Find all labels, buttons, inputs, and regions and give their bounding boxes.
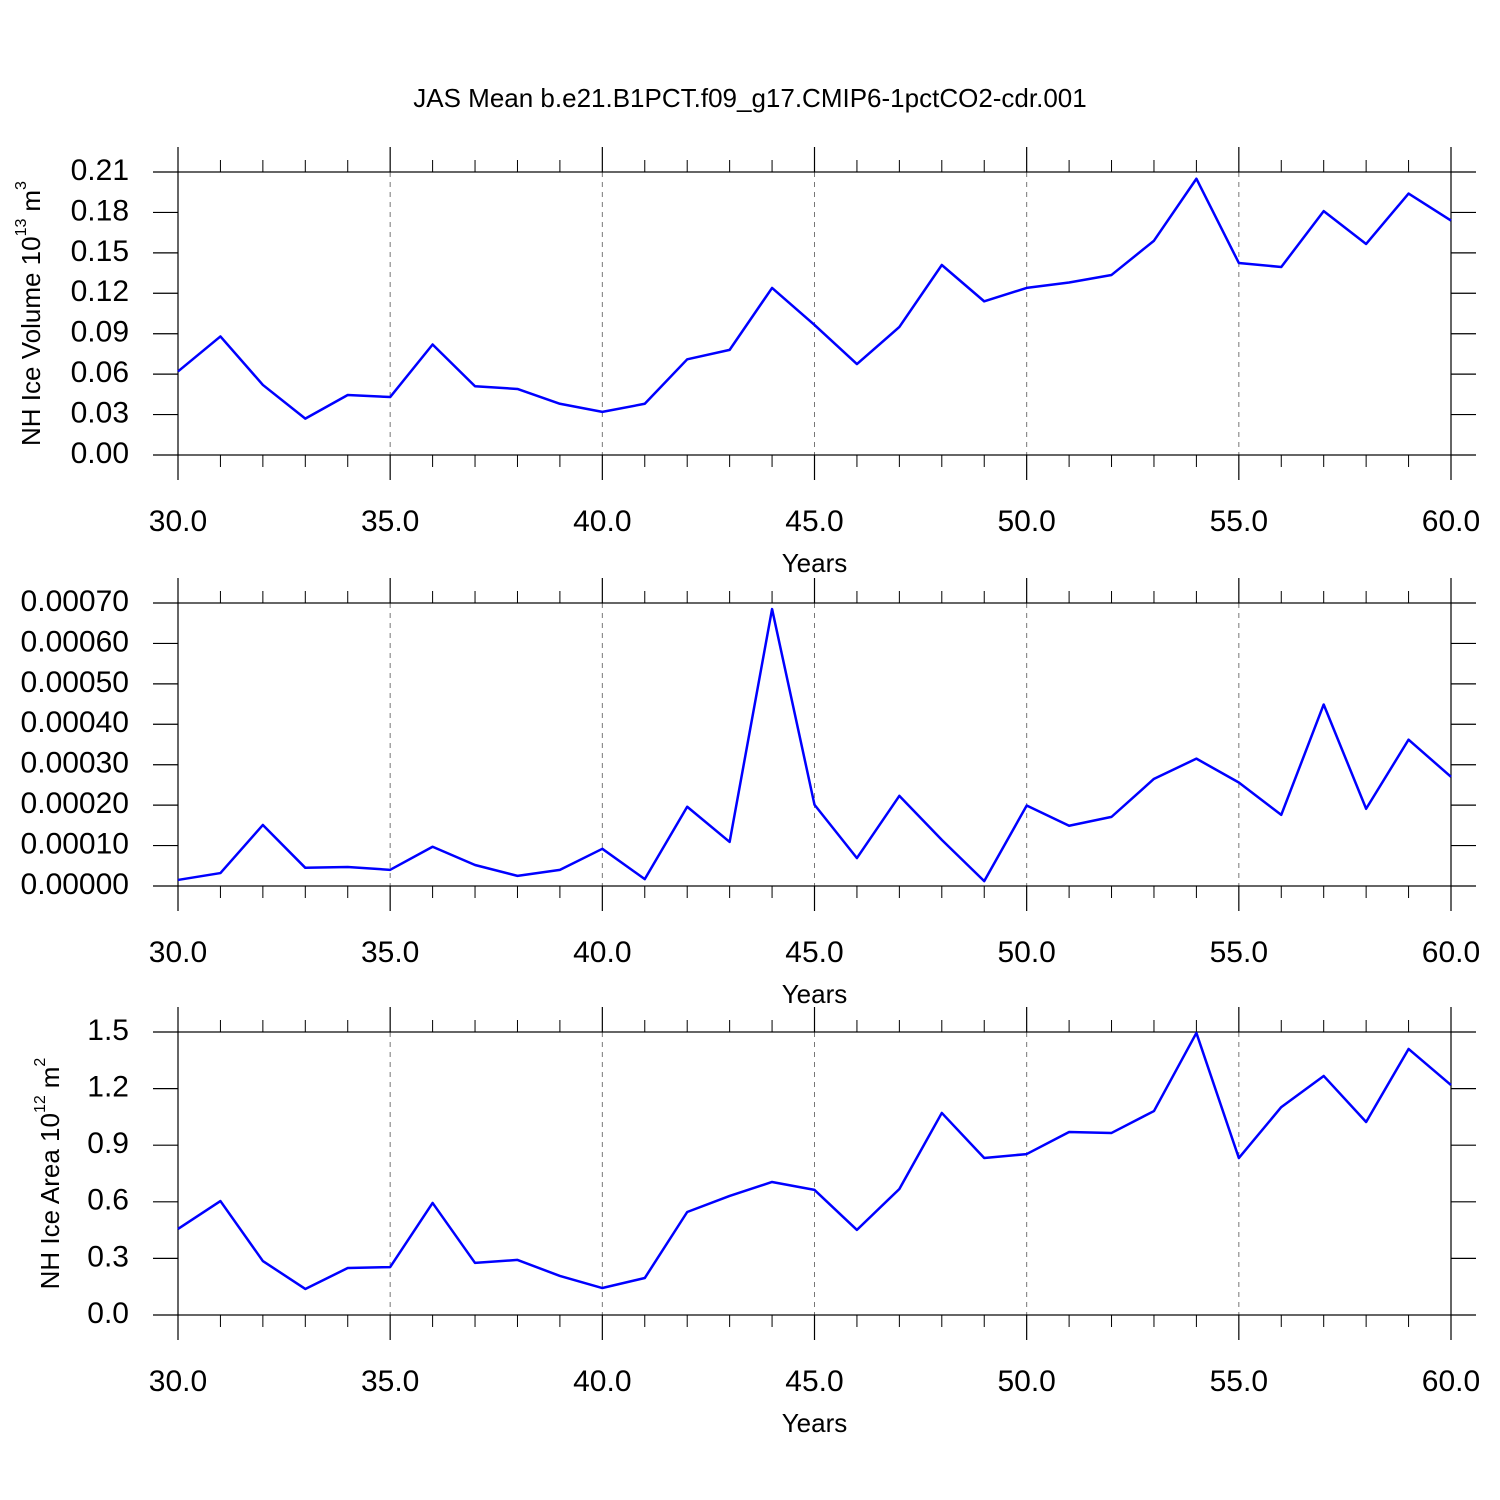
y-label-exponent: 12 [32,1095,49,1113]
y-tick-label: 0.12 [71,275,129,308]
x-tick-label: 55.0 [1210,936,1268,969]
data-line [177,607,1452,883]
x-tick-label: 40.0 [573,505,631,538]
data-line [177,1031,1452,1291]
y-tick-label: 0.00030 [21,747,129,780]
x-tick-label: 45.0 [785,1365,843,1398]
y-label-text: NH Ice Area 10 [35,1113,65,1289]
x-tick-label: 50.0 [997,1365,1055,1398]
x-axis-label: Years [782,979,848,1009]
y-tick-label: 0.00000 [21,868,129,901]
y-tick-label: 0.00060 [21,625,129,658]
y-tick-label: 0.00070 [21,585,129,618]
y-tick-label: 0.0 [87,1297,129,1330]
y-axis-label: NH Ice Volume 1013 m3 [13,181,46,446]
x-tick-label: 40.0 [573,936,631,969]
x-tick-label: 60.0 [1422,505,1480,538]
y-tick-label: 0.00040 [21,706,129,739]
y-tick-label: 1.5 [87,1014,129,1047]
x-tick-label: 60.0 [1422,936,1480,969]
y-tick-label: 0.15 [71,235,129,268]
y-label-text: NH Ice Volume 10 [16,236,46,446]
y-tick-label: 0.21 [71,154,129,187]
y-label-exponent: 13 [13,219,30,237]
y-tick-label: 0.00020 [21,787,129,820]
x-tick-label: 55.0 [1210,1365,1268,1398]
y-label-unit-exponent: 2 [32,1058,49,1067]
x-tick-label: 45.0 [785,505,843,538]
x-tick-label: 60.0 [1422,1365,1480,1398]
y-tick-label: 0.00 [71,437,129,470]
y-tick-label: 0.9 [87,1127,129,1160]
x-tick-label: 30.0 [149,936,207,969]
y-axis-label: NH Ice Area 1012 m2 [32,1058,65,1290]
x-tick-label: 30.0 [149,1365,207,1398]
x-axis-label: Years [782,548,848,578]
x-tick-label: 30.0 [149,505,207,538]
y-tick-label: 0.06 [71,356,129,389]
x-tick-label: 35.0 [361,1365,419,1398]
y-tick-label: 0.6 [87,1184,129,1217]
y-tick-label: 0.00050 [21,666,129,699]
x-tick-label: 35.0 [361,505,419,538]
y-label-unit: m [35,1067,65,1089]
x-tick-label: 50.0 [997,936,1055,969]
x-tick-label: 35.0 [361,936,419,969]
x-tick-label: 55.0 [1210,505,1268,538]
y-tick-label: 0.00010 [21,827,129,860]
x-axis-label: Years [782,1408,848,1438]
figure-title: JAS Mean b.e21.B1PCT.f09_g17.CMIP6-1pctC… [413,83,1086,113]
y-label-unit-exponent: 3 [13,181,30,190]
y-tick-label: 0.09 [71,316,129,349]
y-tick-label: 0.3 [87,1240,129,1273]
x-tick-label: 45.0 [785,936,843,969]
y-tick-label: 0.18 [71,194,129,227]
x-tick-label: 40.0 [573,1365,631,1398]
y-tick-label: 0.03 [71,396,129,429]
x-tick-label: 50.0 [997,505,1055,538]
y-label-unit: m [16,190,46,212]
y-tick-label: 1.2 [87,1071,129,1104]
data-line [177,177,1452,420]
